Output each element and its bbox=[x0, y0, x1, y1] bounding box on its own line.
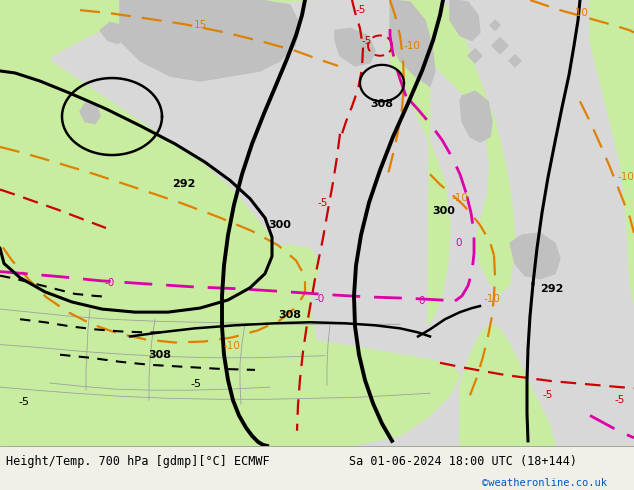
Text: -0: -0 bbox=[105, 278, 115, 288]
Text: -10: -10 bbox=[403, 41, 420, 50]
Polygon shape bbox=[468, 49, 482, 63]
Polygon shape bbox=[0, 0, 320, 446]
Text: Height/Temp. 700 hPa [gdmp][°C] ECMWF: Height/Temp. 700 hPa [gdmp][°C] ECMWF bbox=[6, 455, 270, 468]
Text: -5: -5 bbox=[543, 390, 553, 400]
Polygon shape bbox=[100, 326, 460, 446]
Polygon shape bbox=[450, 0, 480, 41]
Polygon shape bbox=[160, 10, 220, 50]
Polygon shape bbox=[430, 0, 515, 294]
Text: -5: -5 bbox=[356, 5, 366, 15]
Text: 300: 300 bbox=[268, 220, 291, 230]
Text: -5: -5 bbox=[318, 197, 328, 208]
Text: -0: -0 bbox=[315, 294, 325, 304]
Text: 292: 292 bbox=[172, 179, 195, 190]
Polygon shape bbox=[390, 0, 435, 86]
Polygon shape bbox=[120, 0, 300, 81]
Polygon shape bbox=[390, 0, 450, 324]
Text: 300: 300 bbox=[432, 206, 455, 216]
Polygon shape bbox=[510, 233, 560, 279]
Text: ©weatheronline.co.uk: ©weatheronline.co.uk bbox=[482, 478, 607, 489]
Polygon shape bbox=[0, 0, 310, 81]
Polygon shape bbox=[335, 28, 375, 66]
Text: -5: -5 bbox=[190, 379, 201, 389]
Polygon shape bbox=[0, 243, 320, 446]
Text: -10: -10 bbox=[224, 341, 240, 350]
Polygon shape bbox=[492, 38, 508, 54]
Text: 0: 0 bbox=[418, 296, 425, 306]
Polygon shape bbox=[80, 103, 100, 123]
Polygon shape bbox=[590, 0, 634, 304]
Polygon shape bbox=[490, 20, 500, 30]
Text: Sa 01-06-2024 18:00 UTC (18+144): Sa 01-06-2024 18:00 UTC (18+144) bbox=[349, 455, 577, 468]
Polygon shape bbox=[100, 22, 125, 44]
Text: -10: -10 bbox=[572, 8, 588, 18]
Text: -5: -5 bbox=[361, 36, 372, 46]
Text: -5: -5 bbox=[615, 395, 625, 405]
Text: 308: 308 bbox=[370, 99, 394, 109]
Text: -10: -10 bbox=[617, 172, 634, 182]
Text: 292: 292 bbox=[540, 284, 564, 294]
Text: 308: 308 bbox=[148, 350, 172, 360]
Text: -10: -10 bbox=[451, 193, 469, 202]
Polygon shape bbox=[0, 0, 634, 446]
Text: 0: 0 bbox=[455, 238, 462, 248]
Text: -5: -5 bbox=[18, 397, 29, 407]
Text: 15: 15 bbox=[193, 21, 207, 30]
Text: 308: 308 bbox=[278, 310, 302, 320]
Text: -10: -10 bbox=[484, 294, 501, 304]
Polygon shape bbox=[460, 324, 555, 446]
Polygon shape bbox=[509, 55, 521, 67]
Polygon shape bbox=[460, 91, 492, 142]
